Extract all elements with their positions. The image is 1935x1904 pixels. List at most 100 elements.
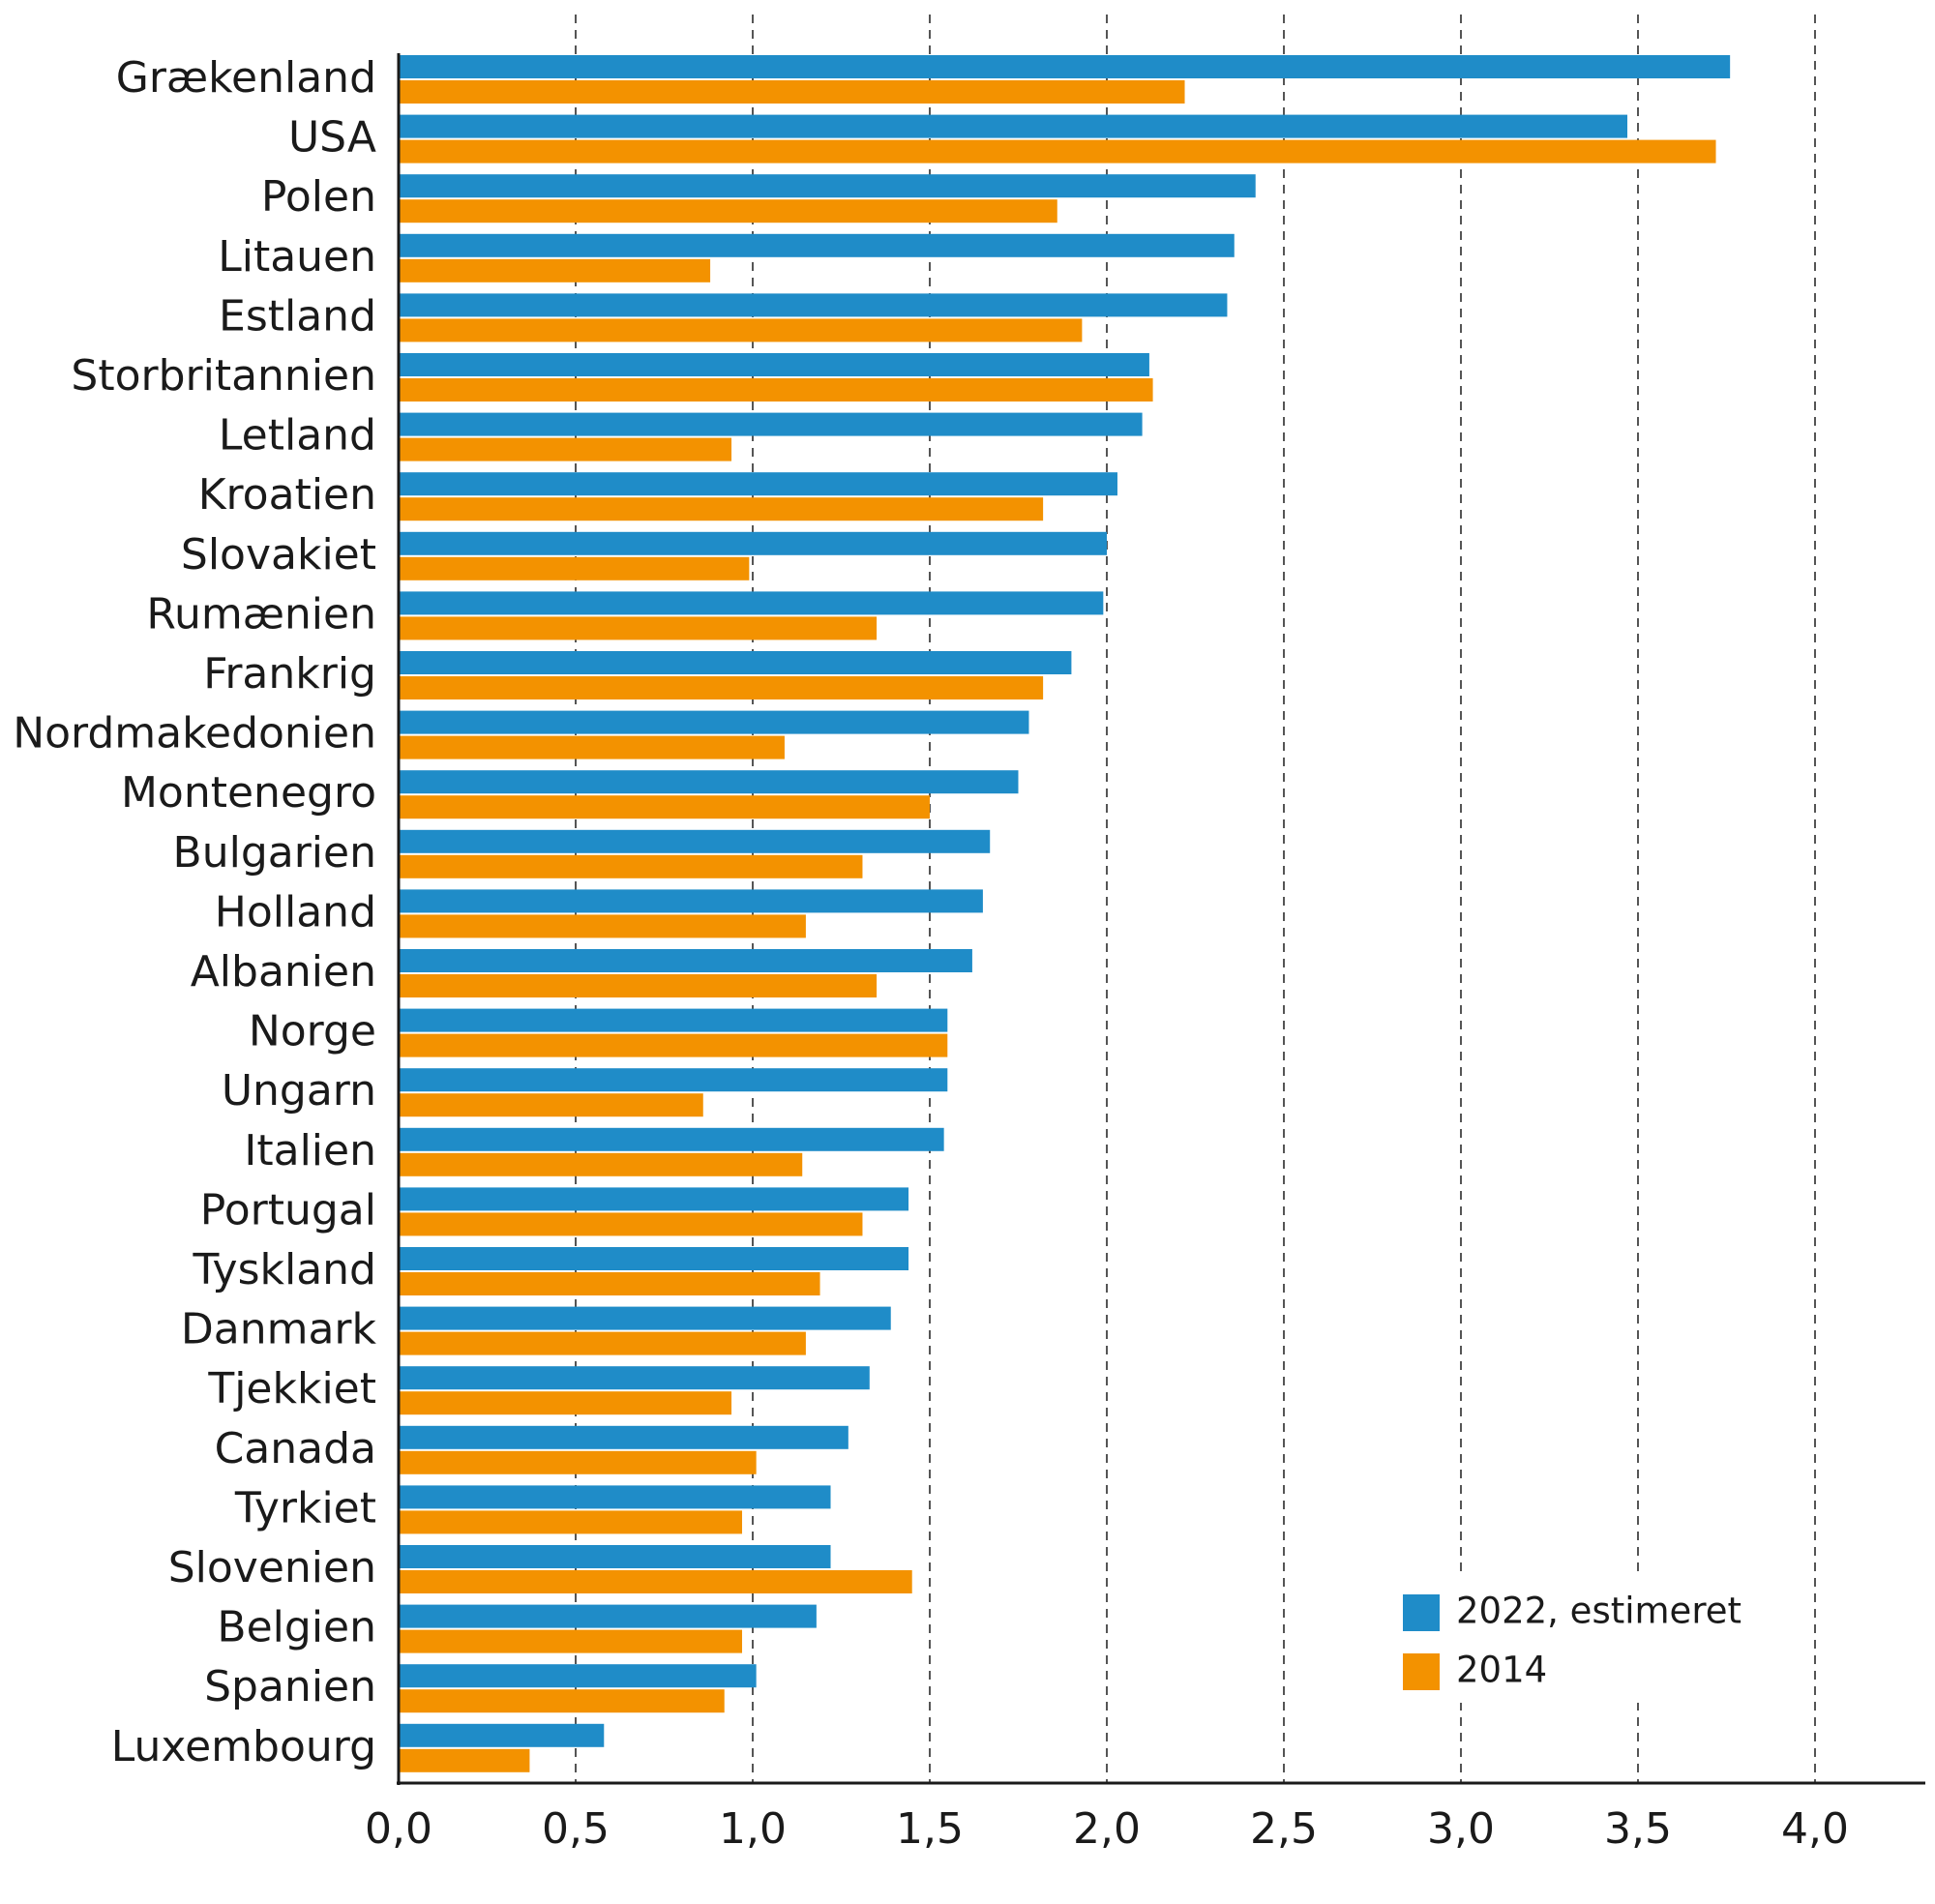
bar-2022 (400, 531, 1107, 555)
x-tick-label: 2,0 (1073, 1804, 1141, 1854)
bar-2014 (400, 80, 1185, 104)
x-tick-label: 2,5 (1250, 1804, 1318, 1854)
bar-2014 (400, 556, 750, 580)
x-tick-label: 1,5 (896, 1804, 964, 1854)
bar-2014 (400, 914, 806, 938)
x-tick-labels: 0,0 0,5 1,0 1,5 2,0 2,5 3,0 3,5 4,0 (365, 1804, 1849, 1854)
category-label: Slovenien (168, 1543, 376, 1592)
bar-2022 (400, 1068, 948, 1092)
category-label: Slovakiet (181, 530, 376, 580)
category-label: Nordmakedonien (13, 709, 376, 759)
bar-2022 (400, 1008, 948, 1032)
category-label: Litauen (218, 232, 376, 282)
bar-2014 (400, 1450, 757, 1474)
bar-2014 (400, 974, 878, 997)
category-label: Bulgarien (173, 828, 376, 878)
bar-2014 (400, 1093, 703, 1117)
category-label: Norge (249, 1007, 376, 1056)
legend-swatch-2014 (1403, 1653, 1440, 1690)
category-label: Montenegro (121, 768, 376, 818)
legend: 2022, estimeret 2014 (1393, 1577, 1800, 1703)
bar-2022 (400, 1247, 909, 1270)
category-label: Albanien (191, 947, 376, 997)
category-label: Storbritannien (71, 351, 376, 401)
x-tick-label: 3,5 (1604, 1804, 1672, 1854)
category-label: Tjekkiet (207, 1364, 376, 1413)
bar-2022 (400, 412, 1143, 436)
bar-2022 (400, 710, 1029, 734)
category-label: Kroatien (198, 470, 376, 520)
bar-2014 (400, 258, 711, 283)
legend-background (1393, 1577, 1800, 1703)
legend-label-2022: 2022, estimeret (1456, 1591, 1742, 1632)
bar-2022 (400, 1604, 817, 1628)
bars (400, 55, 1731, 1772)
bar-2014 (400, 1391, 732, 1415)
legend-swatch-2022 (1403, 1594, 1440, 1631)
category-label: Letland (219, 411, 376, 461)
bar-2014 (400, 378, 1153, 402)
category-label: Rumænien (146, 589, 376, 639)
bar-2022 (400, 472, 1117, 496)
bar-2014 (400, 1212, 863, 1236)
x-tick-label: 3,0 (1427, 1804, 1495, 1854)
bar-2022 (400, 829, 991, 853)
bar-2014 (400, 1152, 803, 1176)
category-label: Spanien (204, 1662, 376, 1711)
category-label: Frankrig (203, 649, 376, 699)
bar-2014 (400, 1629, 743, 1653)
bar-2022 (400, 889, 983, 913)
category-label: Danmark (181, 1305, 377, 1354)
bar-2022 (400, 1545, 831, 1568)
bar-2014 (400, 795, 930, 819)
category-label: Estland (219, 291, 376, 341)
category-label: Polen (261, 172, 376, 222)
bar-2014 (400, 1748, 530, 1772)
bar-2022 (400, 949, 972, 972)
category-label: Grækenland (116, 53, 376, 103)
legend-label-2014: 2014 (1456, 1650, 1547, 1691)
bar-2014 (400, 616, 878, 640)
bar-2022 (400, 1485, 831, 1509)
x-tick-label: 4,0 (1781, 1804, 1849, 1854)
bar-2014 (400, 139, 1716, 164)
category-label: Ungarn (222, 1066, 376, 1116)
bar-2022 (400, 233, 1235, 257)
bar-2022 (400, 1306, 891, 1330)
x-tick-label: 0,5 (542, 1804, 610, 1854)
bar-2022 (400, 55, 1731, 78)
bar-2022 (400, 591, 1104, 615)
category-label: Italien (244, 1126, 376, 1175)
category-label: USA (288, 113, 376, 163)
bar-2014 (400, 1331, 806, 1355)
bar-2022 (400, 1127, 944, 1151)
bar-2022 (400, 293, 1228, 317)
bar-2022 (400, 353, 1149, 376)
bar-2022 (400, 651, 1072, 674)
bar-2022 (400, 1187, 909, 1211)
bar-2022 (400, 770, 1019, 794)
bar-2014 (400, 199, 1057, 223)
bar-2014 (400, 735, 785, 759)
bar-2014 (400, 1689, 725, 1713)
bar-2014 (400, 854, 863, 878)
category-label: Luxembourg (111, 1722, 376, 1771)
x-tick-label: 0,0 (365, 1804, 432, 1854)
category-labels: Grækenland USA Polen Litauen Estland Storbrit… (13, 53, 376, 1771)
bar-2014 (400, 437, 732, 461)
bar-2014 (400, 318, 1083, 342)
bar-2022 (400, 1723, 605, 1747)
bar-2014 (400, 676, 1044, 699)
category-label: Canada (215, 1424, 376, 1473)
bar-2022 (400, 1366, 870, 1390)
x-tick-label: 1,0 (719, 1804, 787, 1854)
bar-2022 (400, 114, 1628, 138)
bar-2022 (400, 1425, 848, 1449)
category-label: Portugal (200, 1185, 376, 1235)
bar-2014 (400, 1570, 912, 1593)
category-label: Tyrkiet (234, 1483, 376, 1532)
bar-2014 (400, 497, 1044, 521)
bar-2014 (400, 1272, 820, 1295)
category-label: Belgien (217, 1603, 376, 1652)
